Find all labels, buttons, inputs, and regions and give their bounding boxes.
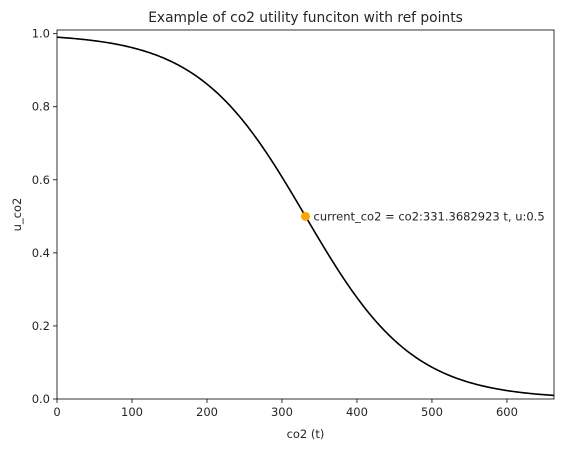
chart-title: Example of co2 utility funciton with ref… xyxy=(148,10,463,26)
y-tick-label: 0.6 xyxy=(32,173,50,187)
y-axis: 0.0 0.2 0.4 0.6 0.8 1.0 xyxy=(32,27,57,406)
y-axis-label: u_co2 xyxy=(10,198,24,232)
x-tick-label: 200 xyxy=(196,405,218,419)
y-tick-label: 0.8 xyxy=(32,100,50,114)
reference-points: current_co2 = co2:331.3682923 t, u:0.5 xyxy=(301,209,545,223)
reference-point-label: current_co2 = co2:331.3682923 t, u:0.5 xyxy=(314,209,545,223)
y-tick-label: 1.0 xyxy=(32,27,50,41)
y-tick-label: 0.2 xyxy=(32,319,50,333)
x-tick-label: 0 xyxy=(53,405,60,419)
x-tick-label: 100 xyxy=(121,405,143,419)
y-tick-label: 0.0 xyxy=(32,392,50,406)
x-axis-label: co2 (t) xyxy=(287,427,325,441)
x-axis: 0 100 200 300 400 500 600 xyxy=(53,399,518,419)
x-tick-label: 400 xyxy=(346,405,368,419)
axes-frame xyxy=(56,29,555,400)
x-tick-label: 500 xyxy=(421,405,443,419)
plot-area: 0 100 200 300 400 500 600 0.0 0.2 0.4 0.6 0.8 1.0 c… xyxy=(32,27,555,419)
x-tick-label: 600 xyxy=(496,405,518,419)
reference-point xyxy=(301,211,310,221)
x-tick-label: 300 xyxy=(271,405,293,419)
y-tick-label: 0.4 xyxy=(32,246,50,260)
